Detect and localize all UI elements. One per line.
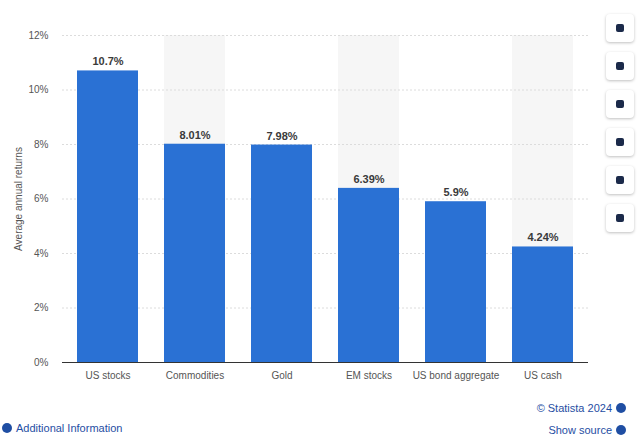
svg-text:US stocks: US stocks	[85, 370, 130, 381]
svg-text:6.39%: 6.39%	[353, 173, 384, 185]
svg-text:5.9%: 5.9%	[443, 186, 468, 198]
svg-text:8.01%: 8.01%	[179, 129, 210, 141]
svg-text:Average annual returns: Average annual returns	[13, 147, 24, 251]
html-text:Show source: Show source	[548, 424, 612, 436]
svg-text:4.24%: 4.24%	[527, 231, 558, 243]
html-text:Additional Information: Additional Information	[16, 422, 123, 434]
html-text:© Statista 2024: © Statista 2024	[536, 402, 612, 414]
svg-text:Gold: Gold	[271, 370, 292, 381]
svg-text:10.7%: 10.7%	[92, 55, 123, 67]
svg-text:EM stocks: EM stocks	[346, 370, 392, 381]
svg-text:8%: 8%	[34, 139, 49, 150]
svg-text:12%: 12%	[28, 30, 48, 41]
svg-text:7.98%: 7.98%	[266, 130, 297, 142]
svg-text:0%: 0%	[34, 357, 49, 368]
svg-text:US bond aggregate: US bond aggregate	[413, 370, 500, 381]
svg-text:10%: 10%	[28, 84, 48, 95]
svg-text:Commodities: Commodities	[166, 370, 224, 381]
svg-text:6%: 6%	[34, 193, 49, 204]
svg-text:2%: 2%	[34, 302, 49, 313]
svg-text:US cash: US cash	[524, 370, 562, 381]
svg-text:4%: 4%	[34, 248, 49, 259]
